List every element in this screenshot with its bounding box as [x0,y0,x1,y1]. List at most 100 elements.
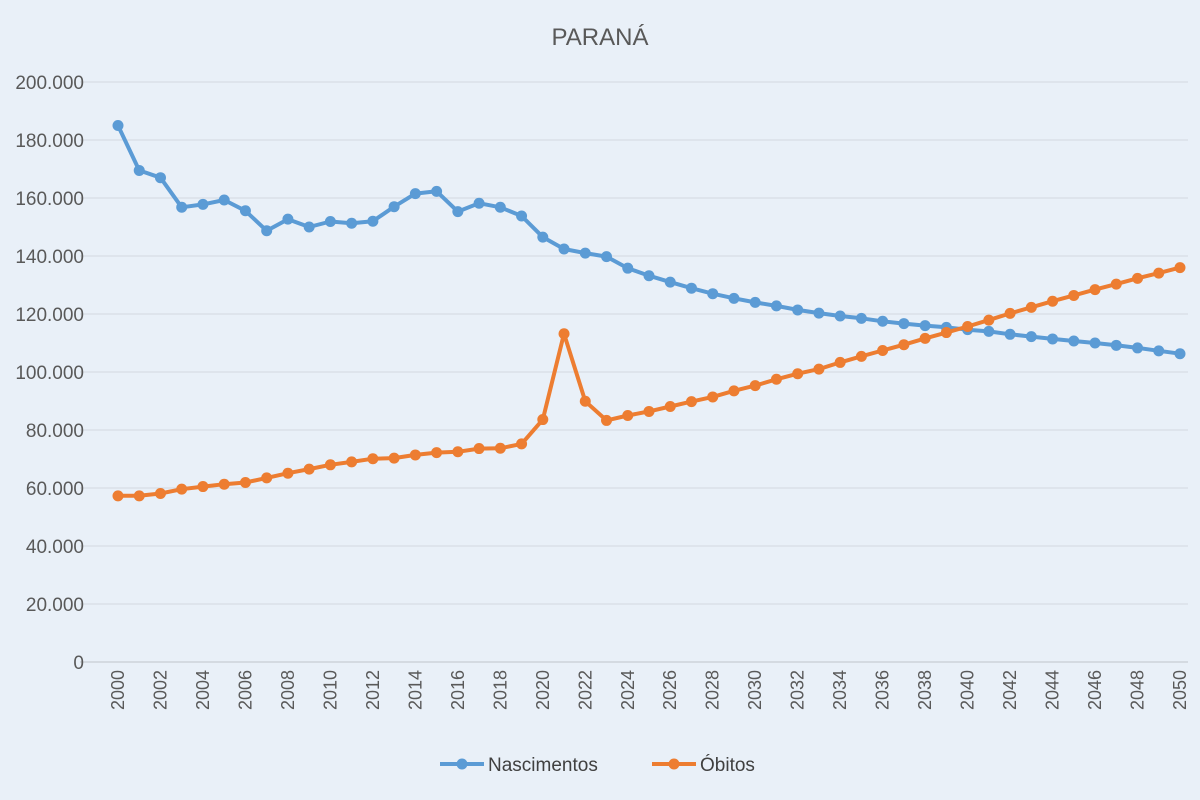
data-point-obitos [537,414,549,426]
data-point-nascimentos [983,325,995,337]
x-tick-label: 2018 [490,670,510,710]
data-point-obitos [707,391,719,403]
data-point-obitos [558,328,570,340]
data-point-obitos [1174,262,1186,274]
data-point-obitos [409,449,421,461]
y-tick-label: 0 [73,653,84,674]
data-point-obitos [601,414,613,426]
x-tick-label: 2004 [193,670,213,710]
data-point-obitos [218,478,230,490]
data-point-obitos [919,332,931,344]
data-point-obitos [1132,272,1144,284]
series-line-nascimentos [116,124,1181,356]
y-tick-label: 100.000 [15,363,84,384]
data-point-nascimentos [303,221,315,233]
legend-label-nascimentos: Nascimentos [488,755,598,776]
data-point-nascimentos [537,231,549,243]
data-point-obitos [261,472,273,484]
data-point-nascimentos [388,201,400,213]
data-point-nascimentos [176,201,188,213]
data-point-obitos [834,356,846,368]
data-point-nascimentos [579,247,591,259]
legend-label-obitos: Óbitos [700,754,755,776]
y-tick-label: 40.000 [26,537,84,558]
data-point-nascimentos [919,320,931,332]
data-point-nascimentos [834,310,846,322]
x-tick-label: 2000 [108,670,128,710]
data-point-nascimentos [1004,328,1016,340]
y-tick-label: 200.000 [15,73,84,94]
data-point-nascimentos [1110,339,1122,351]
gridlines [80,81,1188,663]
data-point-nascimentos [1174,348,1186,360]
data-point-obitos [664,401,676,413]
data-point-obitos [324,459,336,471]
x-tick-label: 2020 [533,670,553,710]
y-tick-label: 20.000 [26,595,84,616]
data-point-obitos [1089,284,1101,296]
data-point-nascimentos [1132,342,1144,354]
x-tick-label: 2008 [278,670,298,710]
data-point-obitos [962,320,974,332]
data-point-nascimentos [855,312,867,324]
data-point-nascimentos [877,315,889,327]
data-point-nascimentos [1153,345,1165,357]
y-tick-label: 180.000 [15,131,84,152]
data-point-nascimentos [218,194,230,206]
y-tick-label: 60.000 [26,479,84,500]
data-point-nascimentos [1089,337,1101,349]
data-point-obitos [494,442,506,454]
data-point-nascimentos [282,213,294,225]
data-point-nascimentos [728,292,740,304]
x-axis-tick-labels: 2000 2002 2004 2006 2008 2010 2012 2014 2016 2018… [108,670,1190,710]
data-point-obitos [367,453,379,465]
data-point-nascimentos [261,225,273,237]
data-point-obitos [1047,295,1059,307]
data-point-nascimentos [473,197,485,209]
x-tick-label: 2040 [958,670,978,710]
data-point-obitos [388,452,400,464]
series-lines [112,120,1186,502]
data-point-nascimentos [749,296,761,308]
data-point-obitos [792,368,804,380]
data-point-nascimentos [1025,331,1037,343]
data-point-obitos [197,481,209,493]
x-tick-label: 2050 [1170,670,1190,710]
data-point-obitos [877,345,889,357]
data-point-obitos [303,463,315,475]
data-point-obitos [133,490,145,502]
y-tick-label: 120.000 [15,305,84,326]
x-tick-label: 2024 [618,670,638,710]
x-tick-label: 2048 [1128,670,1148,710]
data-point-obitos [452,446,464,458]
data-point-obitos [898,339,910,351]
data-point-obitos [1025,301,1037,313]
chart-title: PARANÁ [552,24,649,51]
data-point-obitos [516,438,528,450]
legend-marker-nascimentos [456,758,468,770]
data-point-nascimentos [664,276,676,288]
data-point-nascimentos [601,251,613,263]
x-tick-label: 2016 [448,670,468,710]
data-point-obitos [813,363,825,375]
data-point-obitos [473,443,485,455]
x-tick-label: 2028 [703,670,723,710]
x-tick-label: 2014 [405,670,425,710]
y-tick-label: 140.000 [15,247,84,268]
series-line-obitos [118,265,1181,498]
data-point-obitos [622,410,634,421]
data-point-obitos [579,395,591,407]
data-point-obitos [1110,278,1122,290]
data-point-nascimentos [792,304,804,316]
x-tick-label: 2042 [1000,670,1020,710]
data-point-obitos [154,488,166,500]
data-point-nascimentos [898,318,910,330]
data-point-nascimentos [643,270,655,282]
data-point-nascimentos [558,243,570,255]
data-point-obitos [176,483,188,495]
x-tick-label: 2010 [320,670,340,710]
data-point-nascimentos [409,188,421,200]
data-point-nascimentos [813,307,825,319]
